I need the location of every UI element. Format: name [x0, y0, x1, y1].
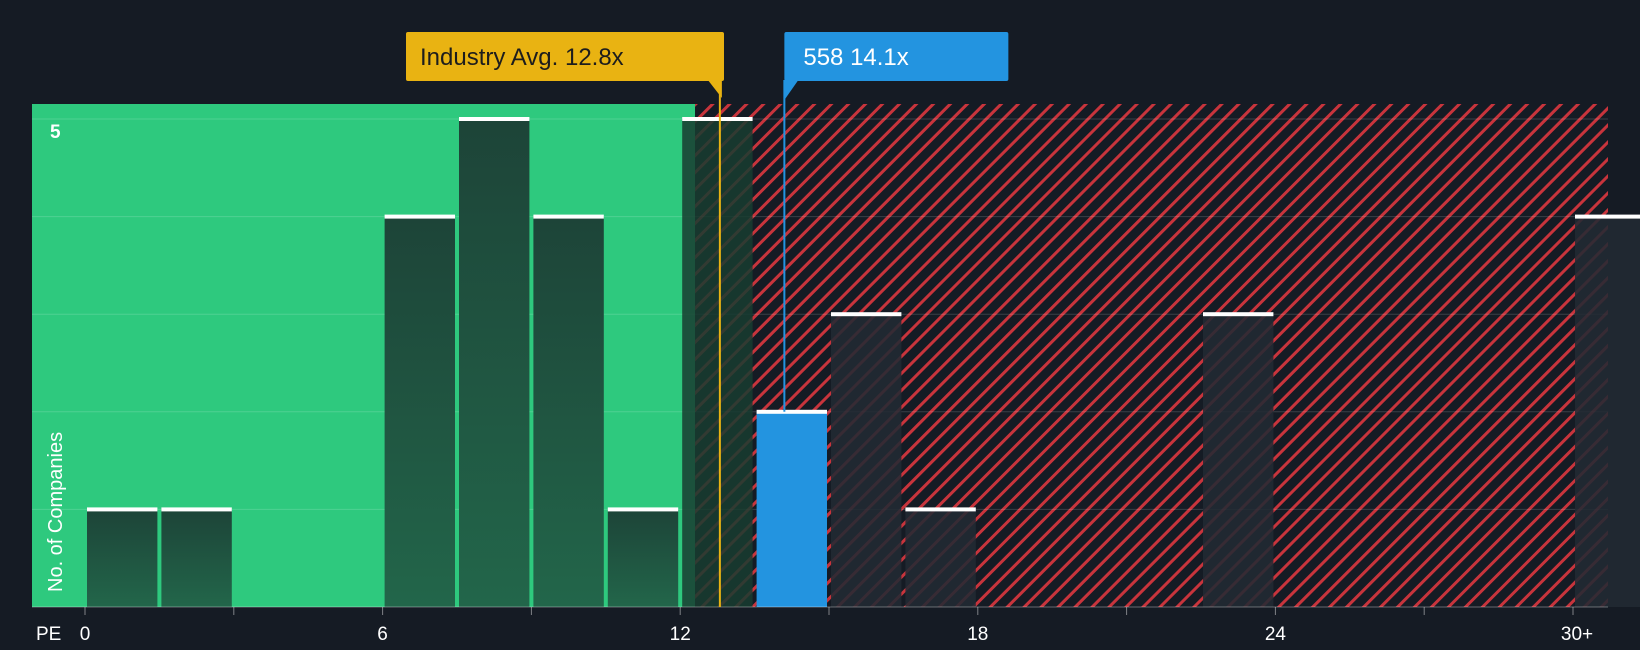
industry-avg-pointer — [707, 80, 722, 98]
histogram-bar — [533, 216, 604, 607]
histogram-bar — [905, 509, 976, 607]
y-axis-title: No. of Companies — [45, 432, 67, 592]
bar-top-cap — [831, 312, 902, 317]
histogram-bar — [87, 509, 158, 607]
industry-avg-label: Industry Avg. 12.8x — [420, 44, 624, 71]
x-tick-label: 6 — [377, 624, 388, 645]
bar-top-cap — [1203, 312, 1274, 317]
company-pe-label: 558 14.1x — [803, 44, 908, 71]
histogram-bar — [459, 119, 530, 607]
company-pe-pointer — [784, 80, 799, 100]
bar-top-cap — [607, 507, 679, 512]
x-tick-label: 12 — [670, 624, 691, 645]
y-tick-label: 5 — [50, 122, 61, 143]
histogram-bar — [1575, 216, 1640, 607]
x-tick-label: 18 — [967, 624, 988, 645]
bar-top-cap — [459, 117, 530, 121]
company-bin-bar — [756, 411, 827, 607]
histogram-bar — [607, 509, 679, 607]
histogram-bar — [161, 509, 232, 607]
bar-top-cap — [682, 117, 753, 121]
industry-avg-badge — [406, 32, 724, 81]
bar-top-cap — [161, 507, 232, 512]
histogram-bar — [831, 314, 902, 607]
bar-top-cap — [87, 507, 158, 512]
company-pe-badge — [784, 32, 1009, 81]
histogram-bar — [1203, 314, 1274, 607]
x-tick-label: 24 — [1265, 624, 1287, 645]
x-axis-title: PE — [36, 624, 61, 645]
bar-top-cap — [1575, 214, 1640, 219]
bar-top-cap — [756, 409, 827, 414]
bar-top-cap — [905, 507, 976, 512]
x-tick-label: 0 — [80, 624, 91, 645]
bar-top-cap — [533, 214, 604, 219]
histogram-bar — [384, 216, 455, 607]
x-tick-label: 30+ — [1561, 624, 1593, 645]
histogram-bar — [682, 119, 753, 607]
bar-top-cap — [384, 214, 455, 219]
